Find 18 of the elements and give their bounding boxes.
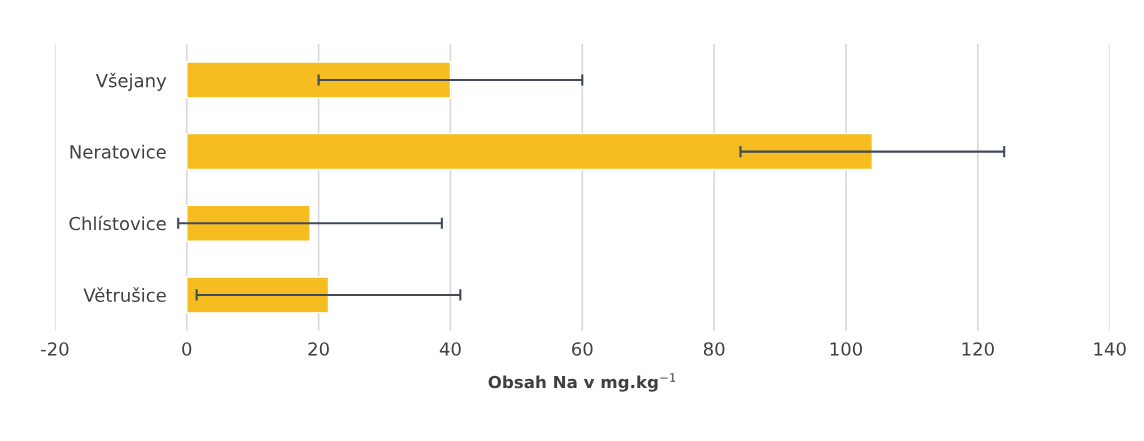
- x-tick-label: 60: [572, 342, 593, 356]
- y-tick-label: Chlístovice: [69, 215, 166, 231]
- x-axis-title: Obsah Na v mg.kg$^{−1}$: [488, 373, 676, 392]
- bar: [186, 132, 874, 171]
- x-tick-label: 20: [308, 342, 329, 356]
- bar: [186, 276, 330, 314]
- x-tick-label: 40: [439, 342, 461, 356]
- x-tick-label: 0: [182, 342, 192, 356]
- bar: [186, 204, 311, 242]
- x-tick-label: 120: [962, 342, 994, 356]
- x-tick-label: 80: [703, 342, 725, 356]
- x-tick-label: 100: [830, 342, 863, 356]
- y-tick-label: Všejany: [95, 72, 167, 91]
- y-tick-label: Neratovice: [70, 144, 166, 159]
- x-tick-label: 140: [1094, 342, 1126, 356]
- y-tick-label: Větrušice: [83, 287, 166, 303]
- x-tick-label: -20: [41, 342, 69, 356]
- bar: [186, 61, 452, 99]
